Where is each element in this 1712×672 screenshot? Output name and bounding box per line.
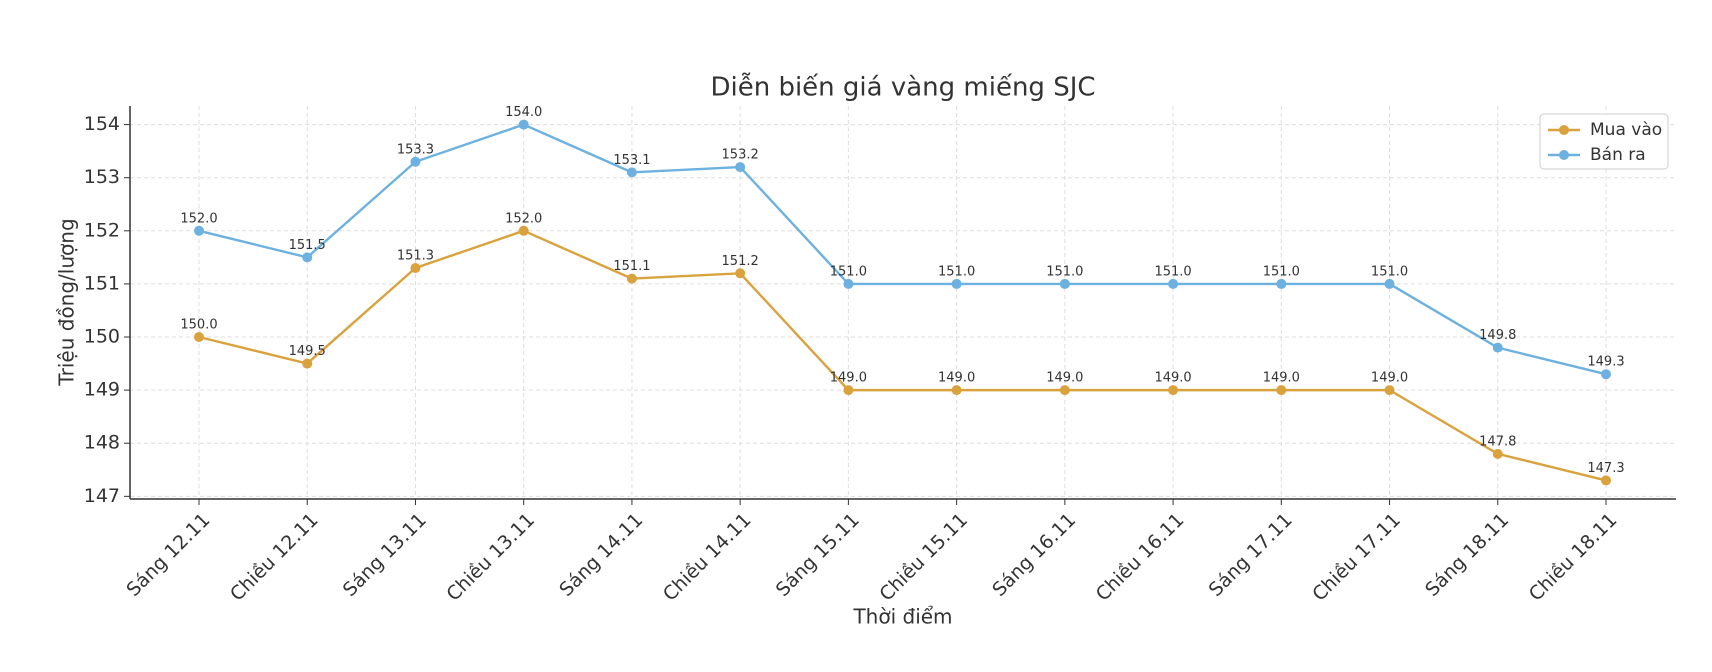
data-label: 151.0 (1154, 264, 1191, 279)
data-point (518, 119, 529, 130)
data-label: 154.0 (505, 105, 542, 120)
data-label: 147.3 (1587, 461, 1624, 476)
legend-marker (1559, 125, 1569, 135)
data-point (1492, 448, 1503, 459)
data-point (1168, 278, 1179, 289)
legend-label: Bán ra (1590, 145, 1646, 165)
data-label: 151.1 (613, 259, 650, 274)
data-point (1601, 475, 1611, 486)
data-label: 147.8 (1479, 434, 1516, 449)
y-tick-label: 148 (84, 432, 120, 454)
y-tick-label: 149 (84, 379, 120, 401)
data-label: 149.0 (830, 371, 867, 386)
data-label: 153.3 (397, 142, 434, 157)
x-tick-label: Chiều 16.11 (1092, 509, 1189, 606)
chart-title: Diễn biến giá vàng miếng SJC (710, 72, 1095, 103)
y-axis-label: Triệu đồng/lượng (55, 218, 79, 386)
data-point (626, 273, 637, 284)
data-point (1276, 385, 1287, 396)
data-point (1059, 278, 1070, 289)
data-label: 149.3 (1587, 355, 1624, 370)
x-axis-label: Thời điểm (852, 605, 952, 629)
series-line (198, 229, 1607, 482)
data-label: 152.0 (180, 211, 217, 226)
data-point (1168, 385, 1179, 396)
y-tick-label: 152 (84, 219, 120, 241)
x-tick-label: Chiều 13.11 (442, 509, 539, 606)
y-tick-label: 147 (84, 485, 120, 507)
data-label: 152.0 (505, 211, 542, 226)
data-point (951, 278, 962, 289)
x-tick-label: Chiều 14.11 (659, 509, 756, 606)
data-point (410, 156, 421, 167)
data-label: 151.5 (289, 238, 326, 253)
y-tick-label: 154 (84, 113, 120, 135)
data-label: 149.0 (1046, 371, 1083, 386)
data-label: 153.1 (613, 153, 650, 168)
data-label: 149.0 (1371, 371, 1408, 386)
data-label: 151.2 (722, 254, 759, 269)
data-point (194, 332, 204, 343)
series-line (198, 123, 1607, 376)
x-tick-label: Sáng 16.11 (988, 509, 1080, 601)
x-tick-label: Chiều 15.11 (875, 509, 972, 606)
data-point (1492, 342, 1503, 353)
y-tick-label: 150 (84, 326, 120, 348)
data-label: 151.0 (1263, 264, 1300, 279)
data-point (626, 167, 637, 178)
data-point (843, 278, 854, 289)
data-point (302, 358, 313, 369)
data-label: 153.2 (722, 148, 759, 163)
x-tick-label: Sáng 14.11 (555, 509, 647, 601)
data-label: 149.0 (938, 371, 975, 386)
data-point (1384, 278, 1395, 289)
data-label: 149.8 (1479, 328, 1516, 343)
x-tick-label: Sáng 18.11 (1421, 509, 1513, 601)
data-point (735, 162, 746, 173)
data-point (518, 225, 529, 236)
y-tick-label: 151 (84, 272, 120, 294)
data-label: 151.0 (938, 264, 975, 279)
data-point (735, 268, 746, 279)
data-point (951, 385, 962, 396)
x-tick-label: Chiều 12.11 (226, 509, 323, 606)
data-label: 151.0 (1046, 264, 1083, 279)
x-tick-label: Sáng 12.11 (122, 509, 214, 601)
data-point (1384, 385, 1395, 396)
x-tick-label: Sáng 15.11 (772, 509, 864, 601)
legend-label: Mua vào (1590, 120, 1662, 140)
data-label: 149.5 (289, 344, 326, 359)
data-label: 151.0 (830, 264, 867, 279)
data-point (1059, 385, 1070, 396)
x-tick-label: Sáng 17.11 (1205, 509, 1297, 601)
data-point (194, 225, 204, 236)
data-point (410, 262, 421, 273)
data-point (1276, 278, 1287, 289)
x-tick-label: Chiều 18.11 (1525, 509, 1622, 606)
data-label: 149.0 (1154, 371, 1191, 386)
x-tick-label: Chiều 17.11 (1308, 509, 1405, 606)
x-tick-label: Sáng 13.11 (339, 509, 431, 601)
data-label: 150.0 (180, 318, 217, 333)
data-label: 149.0 (1263, 371, 1300, 386)
data-point (1601, 369, 1611, 380)
data-point (843, 385, 854, 396)
data-label: 151.3 (397, 248, 434, 263)
data-point (302, 252, 313, 263)
y-tick-label: 153 (84, 166, 120, 188)
data-label: 151.0 (1371, 264, 1408, 279)
legend-marker (1559, 150, 1569, 160)
